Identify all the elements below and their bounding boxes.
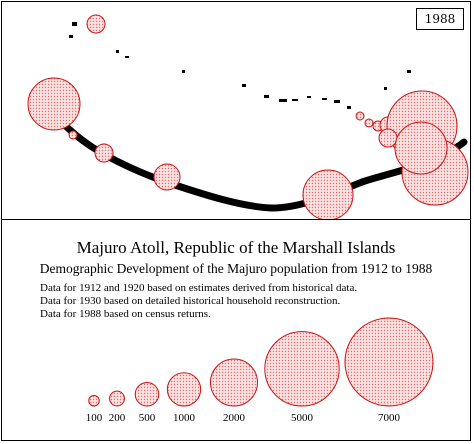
legend-circle xyxy=(88,394,100,407)
legend-label: 7000 xyxy=(378,412,400,424)
legend-circle xyxy=(264,331,340,407)
note-line: Data for 1988 based on census returns. xyxy=(40,308,211,320)
data-notes: Data for 1912 and 1920 based on estimate… xyxy=(40,282,357,321)
northern-islets xyxy=(69,22,411,109)
note-line: Data for 1912 and 1920 based on estimate… xyxy=(40,282,358,294)
population-circle xyxy=(27,77,81,131)
population-circle xyxy=(364,118,374,128)
population-circle xyxy=(94,143,114,163)
legend-label: 500 xyxy=(138,412,156,424)
population-circle xyxy=(86,14,106,34)
population-circles xyxy=(27,14,469,219)
population-circle xyxy=(355,111,365,121)
legend-circle xyxy=(109,390,125,407)
legend-circle xyxy=(344,317,434,407)
year-label: 1988 xyxy=(416,8,464,30)
population-circle xyxy=(68,130,78,140)
legend-label: 5000 xyxy=(291,412,313,424)
population-circle xyxy=(378,128,398,148)
legend-circle xyxy=(209,358,259,407)
note-line: Data for 1930 based on detailed historic… xyxy=(40,295,341,307)
legend-label: 100 xyxy=(85,412,103,424)
legend-label: 200 xyxy=(108,412,126,424)
population-circle xyxy=(153,163,181,191)
legend-circle xyxy=(134,381,160,407)
atoll-map xyxy=(27,14,469,219)
legend-label: 1000 xyxy=(173,412,195,424)
population-circle xyxy=(394,121,448,175)
size-legend xyxy=(88,317,434,407)
map-title: Majuro Atoll, Republic of the Marshall I… xyxy=(76,238,396,257)
panel-divider xyxy=(2,219,470,220)
population-circle xyxy=(302,169,354,219)
legend-circle xyxy=(166,372,202,407)
legend-label: 2000 xyxy=(223,412,245,424)
map-subtitle: Demographic Development of the Majuro po… xyxy=(39,261,433,276)
